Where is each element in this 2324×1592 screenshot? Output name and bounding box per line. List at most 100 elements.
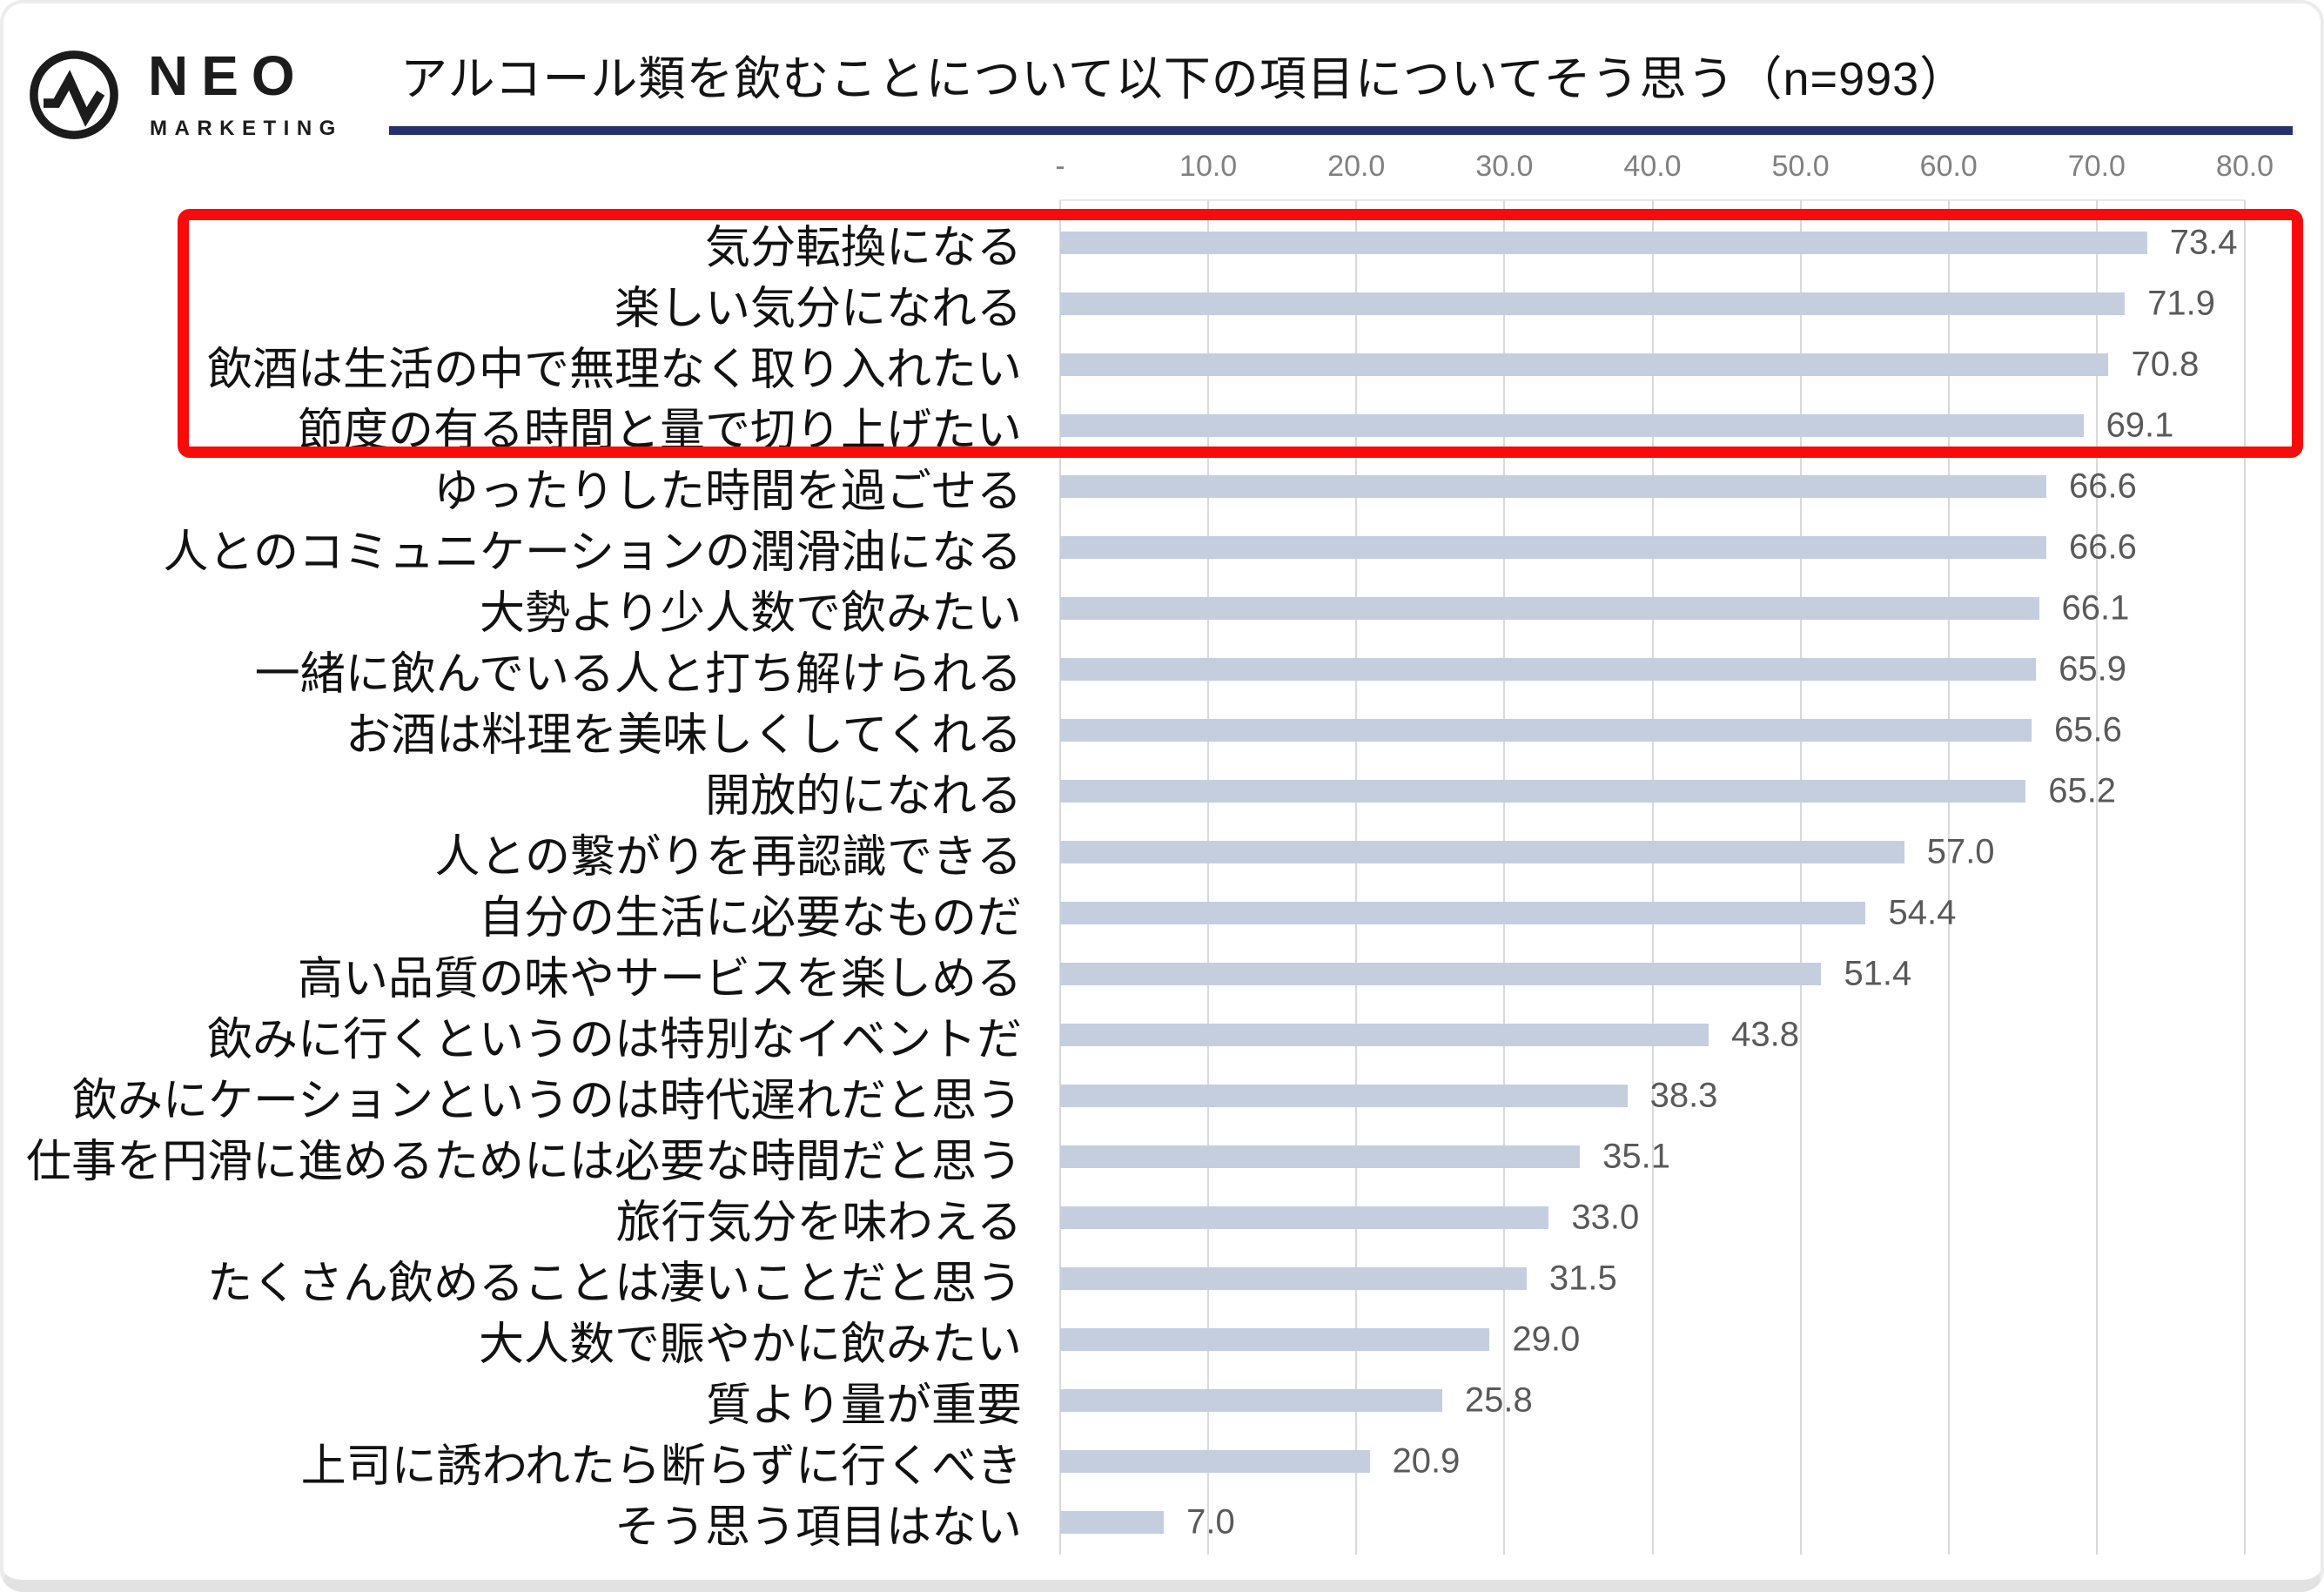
value-label: 73.4 [2169,223,2238,262]
category-label: 楽しい気分になれる [614,283,1022,334]
chart-row: 上司に誘われたら断らずに行くべき 20.9 [3,1431,2321,1492]
x-axis: - 10.0 20.0 30.0 40.0 50.0 60.0 70.0 80.0 [1055,150,2274,190]
gridline [1207,200,1210,1555]
chart-rows: 気分転換になる 73.4 楽しい気分になれる 71.9 飲酒は生活の中で無理なく取り入れ… [3,212,2321,1553]
bar-track: 69.1 [1060,395,2245,456]
bar [1060,292,2126,315]
value-label: 66.1 [2061,588,2130,628]
category-label: 大人数で賑やかに飲みたい [478,1319,1022,1370]
gridline [1947,200,1950,1555]
axis-tick-label: 50.0 [1771,150,1830,183]
value-label: 38.3 [1649,1076,1718,1115]
category-label: 上司に誘われたら断らずに行くべき [300,1441,1022,1492]
chart-row: 仕事を円滑に進めるためには必要な時間だと思う 35.1 [3,1126,2321,1187]
category-label: 旅行気分を味わえる [615,1197,1022,1248]
gridline [1355,200,1358,1555]
gridlines [1059,200,2246,1555]
axis-tick-label: 20.0 [1327,150,1386,183]
chart-row: 気分転換になる 73.4 [3,212,2321,273]
chart-row: 楽しい気分になれる 71.9 [3,273,2321,334]
value-label: 7.0 [1186,1502,1235,1542]
bar-track: 73.4 [1060,212,2245,273]
title-underline [389,126,2293,135]
bar [1060,1145,1581,1168]
bar-track: 35.1 [1060,1126,2245,1187]
category-label: 人との繋がりを再認識できる [434,831,1022,883]
bar [1060,1450,1370,1473]
bar [1060,719,2032,742]
chart-row: 飲みにケーションというのは時代遅れだと思う 38.3 [3,1065,2321,1126]
bar [1060,841,1904,863]
bar-track: 65.2 [1060,761,2245,822]
bar-track: 25.8 [1060,1370,2245,1431]
axis-tick-label: - [1055,150,1065,183]
bar [1060,963,1822,985]
bar-track: 43.8 [1060,1004,2245,1065]
bar-track: 66.1 [1060,578,2245,639]
gridline [1059,200,1061,1555]
axis-tick-label: 10.0 [1179,150,1238,183]
bar [1060,1511,1165,1534]
bar-track: 65.9 [1060,639,2245,700]
chart-row: 大勢より少人数で飲みたい 66.1 [3,578,2321,639]
bar [1060,1085,1628,1107]
bar-track: 7.0 [1060,1492,2245,1553]
bar [1060,1389,1442,1412]
chart-row: 自分の生活に必要なものだ 54.4 [3,883,2321,944]
value-label: 57.0 [1926,832,1995,871]
neo-marketing-logo: NEO MARKETING [28,44,341,160]
gridline [2095,200,2098,1555]
category-label: 一緒に飲んでいる人と打ち解けられる [254,648,1022,700]
chart-row: 質より量が重要 25.8 [3,1370,2321,1431]
bar [1060,780,2026,803]
bar-track: 29.0 [1060,1309,2245,1370]
value-label: 20.9 [1392,1441,1461,1481]
chart-row: たくさん飲めることは凄いことだと思う 31.5 [3,1248,2321,1309]
value-label: 29.0 [1512,1320,1581,1359]
gridline [1503,200,1506,1555]
value-label: 65.2 [2048,771,2117,810]
category-label: 質より量が重要 [706,1380,1022,1431]
value-label: 33.0 [1571,1198,1640,1237]
chart-row: 高い品質の味やサービスを楽しめる 51.4 [3,944,2321,1004]
value-label: 69.1 [2106,406,2174,445]
bar [1060,232,2147,254]
bar-track: 20.9 [1060,1431,2245,1492]
bar [1060,475,2047,498]
axis-tick-label: 40.0 [1623,150,1682,183]
chart-row: ゆったりした時間を過ごせる 66.6 [3,456,2321,517]
chart-row: 大人数で賑やかに飲みたい 29.0 [3,1309,2321,1370]
category-label: 飲みにケーションというのは時代遅れだと思う [72,1075,1022,1126]
bar [1060,414,2084,437]
chart-row: 飲みに行くというのは特別なイベントだ 43.8 [3,1004,2321,1065]
chart-row: 飲酒は生活の中で無理なく取り入れたい 70.8 [3,334,2321,395]
pulse-zigzag-icon [28,49,120,145]
bar-track: 65.6 [1060,700,2245,761]
category-label: たくさん飲めることは凄いことだと思う [206,1258,1022,1309]
bar-track: 66.6 [1060,517,2245,578]
axis-tick-label: 60.0 [1919,150,1978,183]
bar-track: 57.0 [1060,822,2245,883]
chart-row: 節度の有る時間と量で切り上げたい 69.1 [3,395,2321,456]
bar [1060,658,2037,681]
bar [1060,1328,1490,1351]
bar [1060,902,1866,924]
value-label: 43.8 [1731,1015,1799,1054]
chart-row: 人とのコミュニケーションの潤滑油になる 66.6 [3,517,2321,578]
bar [1060,1267,1527,1290]
bar-track: 33.0 [1060,1187,2245,1248]
category-label: 節度の有る時間と量で切り上げたい [297,405,1022,456]
chart-row: 旅行気分を味わえる 33.0 [3,1187,2321,1248]
bar-track: 71.9 [1060,273,2245,334]
chart-row: 一緒に飲んでいる人と打ち解けられる 65.9 [3,639,2321,700]
value-label: 54.4 [1888,893,1957,932]
bar [1060,353,2109,376]
value-label: 31.5 [1548,1259,1617,1298]
bar [1060,1024,1709,1046]
chart-row: 開放的になれる 65.2 [3,761,2321,822]
bar [1060,597,2039,620]
value-label: 70.8 [2131,345,2200,384]
category-label: お酒は料理を美味しくしてくれる [346,709,1022,761]
category-label: 飲みに行くというのは特別なイベントだ [206,1014,1022,1065]
